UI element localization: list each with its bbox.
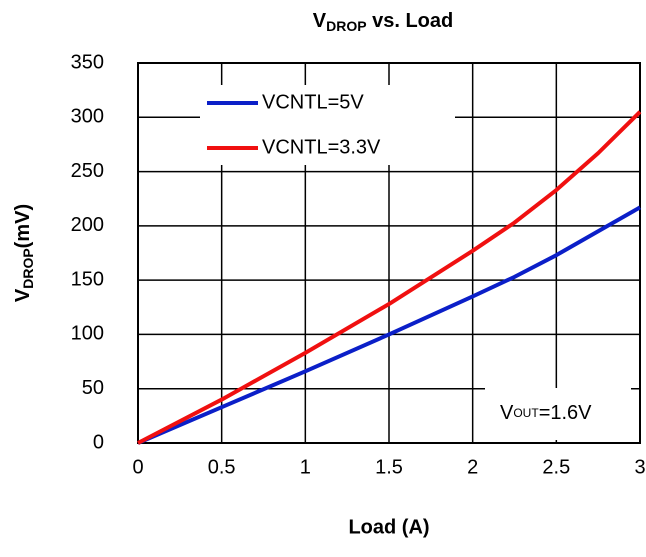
x-tick-label: 3	[634, 456, 645, 478]
y-tick-label: 350	[71, 51, 104, 73]
legend-label: VCNTL=5V	[262, 91, 364, 113]
y-tick-label: 0	[93, 431, 104, 453]
x-tick-label: 0.5	[208, 456, 236, 478]
legend-box	[200, 85, 455, 165]
legend-label: VCNTL=3.3V	[262, 136, 381, 158]
x-axis-label: Load (A)	[348, 516, 429, 538]
annotation-part: V	[500, 402, 514, 424]
title-part: V	[313, 10, 327, 32]
chart-title: VDROP vs. Load	[313, 10, 454, 33]
series-line	[137, 205, 641, 445]
y-tick-label: 50	[82, 377, 104, 399]
y-axis-label: VDROP(mV)	[12, 204, 35, 302]
x-tick-label: 1	[300, 456, 311, 478]
y-tick-label: 200	[71, 214, 104, 236]
y-tick-label: 150	[71, 268, 104, 290]
title-part: vs. Load	[367, 10, 454, 32]
annotation: VOUT=1.6V	[500, 402, 592, 424]
annotation-part: OUT	[513, 406, 539, 420]
x-tick-label: 1.5	[375, 456, 403, 478]
annotation-box	[485, 388, 631, 440]
y-label-part: (mV)	[12, 204, 34, 248]
y-tick-label: 300	[71, 106, 104, 128]
title-part: DROP	[326, 18, 366, 34]
y-tick-label: 100	[71, 323, 104, 345]
x-tick-label: 2.5	[542, 456, 570, 478]
x-tick-label: 2	[467, 456, 478, 478]
plot-frame	[137, 62, 641, 444]
annotation-part: =1.6V	[539, 402, 592, 424]
y-label-part: V	[12, 288, 34, 302]
y-label-part: DROP	[20, 248, 36, 288]
x-tick-label: 0	[132, 456, 143, 478]
y-tick-label: 250	[71, 160, 104, 182]
series-line	[137, 110, 642, 445]
